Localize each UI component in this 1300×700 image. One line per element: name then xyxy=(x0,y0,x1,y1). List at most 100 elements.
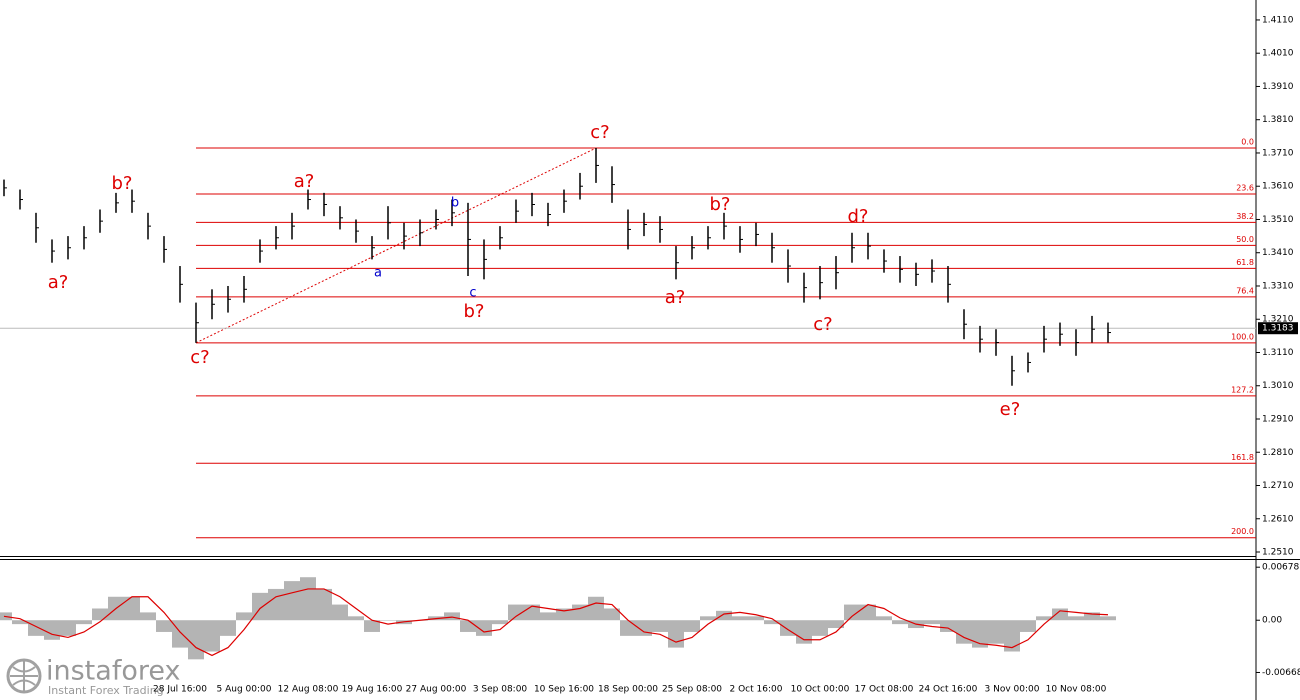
x-tick-label: 3 Sep 08:00 xyxy=(473,685,528,695)
histogram-bar xyxy=(652,620,668,632)
histogram-bar xyxy=(716,610,732,621)
y-tick-label: 1.3010 xyxy=(1262,381,1294,391)
histogram-bar xyxy=(668,620,684,648)
histogram-bar xyxy=(188,620,204,660)
wave-label: b xyxy=(451,196,459,211)
x-tick-label: 18 Sep 00:00 xyxy=(598,685,658,695)
histogram-bar xyxy=(940,620,956,632)
histogram-bar xyxy=(12,620,28,625)
y-tick-label: -0.00668 xyxy=(1262,668,1300,678)
histogram-bar xyxy=(876,616,892,621)
histogram-bar xyxy=(748,616,764,621)
histogram-bar xyxy=(156,620,172,632)
histogram-bar xyxy=(732,616,748,621)
y-tick-label: 1.2810 xyxy=(1262,448,1294,458)
y-tick-label: 1.3610 xyxy=(1262,182,1294,192)
histogram-bar xyxy=(508,604,524,621)
watermark-tagline: Instant Forex Trading xyxy=(48,684,164,697)
wave-label: d? xyxy=(848,206,869,227)
x-tick-label: 10 Sep 16:00 xyxy=(534,685,594,695)
histogram-bar xyxy=(684,620,700,632)
histogram-bar xyxy=(28,620,44,636)
histogram-bar xyxy=(1052,608,1068,621)
histogram-bar xyxy=(60,620,76,636)
wave-label: b? xyxy=(464,301,485,322)
y-tick-label: 1.3310 xyxy=(1262,281,1294,291)
histogram-bar xyxy=(444,612,460,621)
histogram-bar xyxy=(268,588,284,621)
x-tick-label: 12 Aug 08:00 xyxy=(278,685,339,695)
fib-label: 76.4 xyxy=(1236,286,1254,295)
wave-label: a? xyxy=(294,171,315,192)
histogram-bar xyxy=(892,620,908,625)
histogram-bar xyxy=(1020,620,1036,632)
wave-label: c? xyxy=(590,122,609,143)
watermark: instaforex Instant Forex Trading xyxy=(6,656,180,697)
y-tick-label: 1.3110 xyxy=(1262,348,1294,358)
histogram-bar xyxy=(204,620,220,652)
wave-label: b? xyxy=(710,194,731,215)
watermark-brand: instaforex xyxy=(46,656,180,687)
histogram-bar xyxy=(236,612,252,621)
histogram-bar xyxy=(316,588,332,621)
y-tick-label: 1.3410 xyxy=(1262,248,1294,258)
x-tick-label: 24 Oct 16:00 xyxy=(919,685,978,695)
histogram-bar xyxy=(604,608,620,621)
fib-label: 161.8 xyxy=(1231,453,1254,462)
y-tick-label: 1.3810 xyxy=(1262,115,1294,125)
x-tick-label: 10 Oct 00:00 xyxy=(791,685,850,695)
x-tick-label: 17 Oct 08:00 xyxy=(855,685,914,695)
wave-label: a? xyxy=(665,287,686,308)
histogram-bar xyxy=(76,620,92,625)
y-tick-label: 1.3910 xyxy=(1262,82,1294,92)
wave-label: c? xyxy=(190,347,209,368)
x-tick-label: 2 Oct 16:00 xyxy=(730,685,783,695)
histogram-bar xyxy=(700,616,716,621)
histogram-bar xyxy=(828,620,844,629)
signal-line xyxy=(3,588,1109,657)
histogram-bar xyxy=(588,596,604,621)
histogram-bar xyxy=(332,604,348,621)
histogram-bar xyxy=(364,620,380,632)
last-price-box xyxy=(1258,322,1298,335)
x-tick-label: 28 Jul 16:00 xyxy=(153,685,207,695)
fib-label: 38.2 xyxy=(1236,212,1254,221)
y-tick-label: 1.2610 xyxy=(1262,514,1294,524)
x-tick-label: 25 Sep 08:00 xyxy=(662,685,722,695)
histogram-bar xyxy=(1100,616,1116,621)
fib-label: 100.0 xyxy=(1231,332,1254,341)
y-tick-label: 1.3210 xyxy=(1262,315,1294,325)
fib-label: 0.0 xyxy=(1241,137,1254,146)
histogram-bar xyxy=(620,620,636,636)
wave-label: c? xyxy=(813,314,832,335)
histogram-bar xyxy=(1068,616,1084,621)
histogram-bar xyxy=(380,620,396,621)
y-tick-label: 1.3710 xyxy=(1262,148,1294,158)
y-tick-label: 1.2710 xyxy=(1262,481,1294,491)
histogram-bar xyxy=(988,620,1004,644)
histogram-bar xyxy=(300,577,316,621)
histogram-bar xyxy=(284,581,300,621)
wave-label: e? xyxy=(1000,399,1021,420)
histogram-bar xyxy=(348,616,364,621)
histogram-bar xyxy=(812,620,828,636)
histogram-bar xyxy=(1004,620,1020,652)
y-tick-label: 1.2910 xyxy=(1262,414,1294,424)
y-tick-label: 0.00 xyxy=(1262,616,1282,626)
histogram-bar xyxy=(44,620,60,640)
fib-label: 23.6 xyxy=(1236,183,1254,192)
fib-label: 200.0 xyxy=(1231,527,1254,536)
histogram-bar xyxy=(924,620,940,625)
y-tick-label: 1.2510 xyxy=(1262,548,1294,558)
histogram-bar xyxy=(844,604,860,621)
y-tick-label: 1.4010 xyxy=(1262,49,1294,59)
x-tick-label: 5 Aug 00:00 xyxy=(217,685,272,695)
histogram-bar xyxy=(860,604,876,621)
histogram-bar xyxy=(764,620,780,625)
histogram-bar xyxy=(492,620,508,625)
x-tick-label: 3 Nov 00:00 xyxy=(985,685,1040,695)
fib-label: 61.8 xyxy=(1236,258,1254,267)
wave-label: a xyxy=(374,266,382,281)
histogram-bar xyxy=(124,596,140,621)
